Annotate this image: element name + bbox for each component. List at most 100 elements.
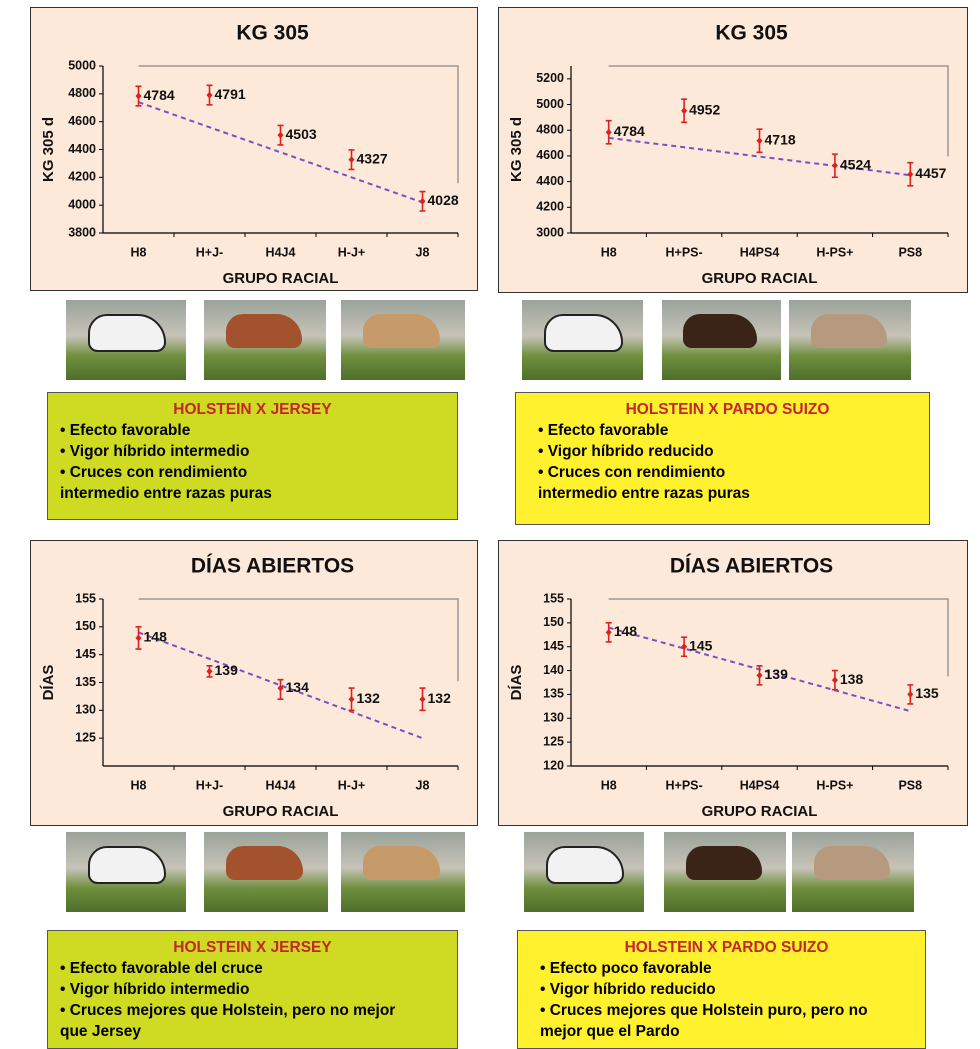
y-tick-label: 5000	[68, 58, 96, 72]
y-tick-label: 150	[75, 619, 96, 633]
box-item: Efecto poco favorable	[540, 958, 913, 979]
x-tick-label: H4J4	[266, 245, 296, 259]
y-tick-label: 155	[543, 591, 564, 605]
chart-title: DÍAS ABIERTOS	[191, 555, 354, 578]
data-point	[831, 162, 838, 170]
y-tick-label: 155	[75, 591, 96, 605]
info-box: HOLSTEIN X PARDO SUIZO Efecto favorable …	[515, 392, 930, 525]
photo	[662, 300, 781, 380]
photo	[204, 832, 328, 912]
box-item: Efecto favorable	[60, 420, 445, 441]
y-tick-label: 135	[75, 675, 96, 689]
box-item: Efecto favorable del cruce	[60, 958, 445, 979]
data-point	[206, 667, 213, 675]
x-tick-label: PS8	[898, 778, 922, 792]
photo	[789, 300, 911, 380]
chart-panel: KG 305 KG 305 d GRUPO RACIAL 3800 4000 4200 44…	[30, 7, 478, 291]
x-tick-label: H+PS-	[666, 778, 703, 792]
data-label: 135	[915, 685, 939, 701]
frame	[138, 65, 459, 184]
data-label: 132	[357, 690, 381, 706]
x-tick-label: H-J+	[338, 778, 365, 792]
y-tick-label: 4600	[536, 148, 564, 162]
data-point	[681, 643, 688, 651]
x-tick-label: H4PS4	[740, 778, 780, 792]
x-tick-label: H+PS-	[666, 245, 703, 259]
y-tick-label: 140	[543, 663, 564, 677]
chart: KG 305 KG 305 d GRUPO RACIAL 3000 4200 4400 46…	[508, 22, 949, 287]
x-tick-label: J8	[416, 245, 430, 259]
box-item: Vigor híbrido intermedio	[60, 979, 445, 1000]
x-axis-label: GRUPO RACIAL	[702, 803, 818, 820]
photo	[66, 832, 186, 912]
box-title: HOLSTEIN X JERSEY	[173, 401, 332, 418]
y-axis-label: KG 305 d	[508, 117, 525, 182]
data-point	[907, 170, 914, 178]
x-tick-label: H-J+	[338, 245, 365, 259]
data-point	[756, 137, 763, 145]
data-label: 138	[840, 671, 864, 687]
info-box: HOLSTEIN X JERSEY Efecto favorable del c…	[47, 930, 458, 1049]
y-tick-label: 125	[75, 730, 96, 744]
chart-title: DÍAS ABIERTOS	[670, 555, 833, 578]
box-title: HOLSTEIN X PARDO SUIZO	[624, 939, 829, 956]
data-point	[907, 690, 914, 698]
y-tick-label: 150	[543, 615, 564, 629]
photo	[341, 832, 465, 912]
info-box: HOLSTEIN X PARDO SUIZO Efecto poco favor…	[517, 930, 926, 1049]
y-tick-label: 3000	[536, 225, 564, 239]
y-axis-label: DÍAS	[508, 665, 525, 701]
y-tick-label: 125	[543, 734, 564, 748]
y-tick-label: 3800	[68, 225, 96, 239]
box-item: Vigor híbrido intermedio	[60, 441, 445, 462]
data-label: 4028	[428, 192, 459, 208]
x-tick-label: H-PS+	[816, 245, 853, 259]
data-label: 139	[215, 662, 239, 678]
frame	[138, 598, 459, 682]
x-axis-label: GRUPO RACIAL	[223, 270, 339, 287]
y-tick-label: 5200	[536, 71, 564, 85]
box-title: HOLSTEIN X PARDO SUIZO	[625, 401, 830, 418]
chart: DÍAS ABIERTOS DÍAS GRUPO RACIAL 125 130 135 14…	[40, 555, 459, 820]
y-tick-label: 4200	[536, 200, 564, 214]
x-tick-label: H+J-	[196, 245, 223, 259]
data-label: 4784	[614, 123, 645, 139]
trendline	[608, 136, 911, 177]
info-box: HOLSTEIN X JERSEY Efecto favorable Vigor…	[47, 392, 458, 520]
y-tick-label: 130	[543, 711, 564, 725]
box-item: Efecto favorable	[538, 420, 917, 441]
box-item: Cruces mejores que Holstein, pero no mej…	[60, 1000, 400, 1042]
data-label: 148	[614, 623, 638, 639]
frame	[608, 598, 949, 677]
x-axis-label: GRUPO RACIAL	[223, 803, 339, 820]
y-tick-label: 145	[75, 647, 96, 661]
data-label: 148	[144, 629, 168, 645]
y-tick-label: 135	[543, 687, 564, 701]
data-label: 134	[286, 679, 310, 695]
x-tick-label: J8	[416, 778, 430, 792]
data-label: 145	[689, 637, 713, 653]
data-point	[135, 634, 142, 642]
data-point	[135, 92, 142, 100]
y-tick-label: 4200	[68, 170, 96, 184]
y-axis-label: KG 305 d	[40, 117, 57, 182]
photo	[792, 832, 914, 912]
data-label: 4524	[840, 156, 871, 172]
photo	[66, 300, 186, 380]
box-item: Cruces mejores que Holstein puro, pero n…	[540, 1000, 885, 1042]
data-point	[605, 128, 612, 136]
chart-panel: KG 305 KG 305 d GRUPO RACIAL 3000 4200 4400 46…	[498, 7, 968, 293]
y-tick-label: 4000	[68, 197, 96, 211]
x-tick-label: H8	[601, 778, 617, 792]
y-tick-label: 4800	[536, 123, 564, 137]
data-label: 4503	[286, 126, 317, 142]
photo	[524, 832, 644, 912]
data-point	[831, 676, 838, 684]
y-tick-label: 4800	[68, 86, 96, 100]
data-point	[605, 628, 612, 636]
x-tick-label: H8	[601, 245, 617, 259]
chart-title: KG 305	[715, 22, 788, 45]
photo	[341, 300, 465, 380]
trendline	[138, 631, 423, 740]
y-tick-label: 130	[75, 703, 96, 717]
